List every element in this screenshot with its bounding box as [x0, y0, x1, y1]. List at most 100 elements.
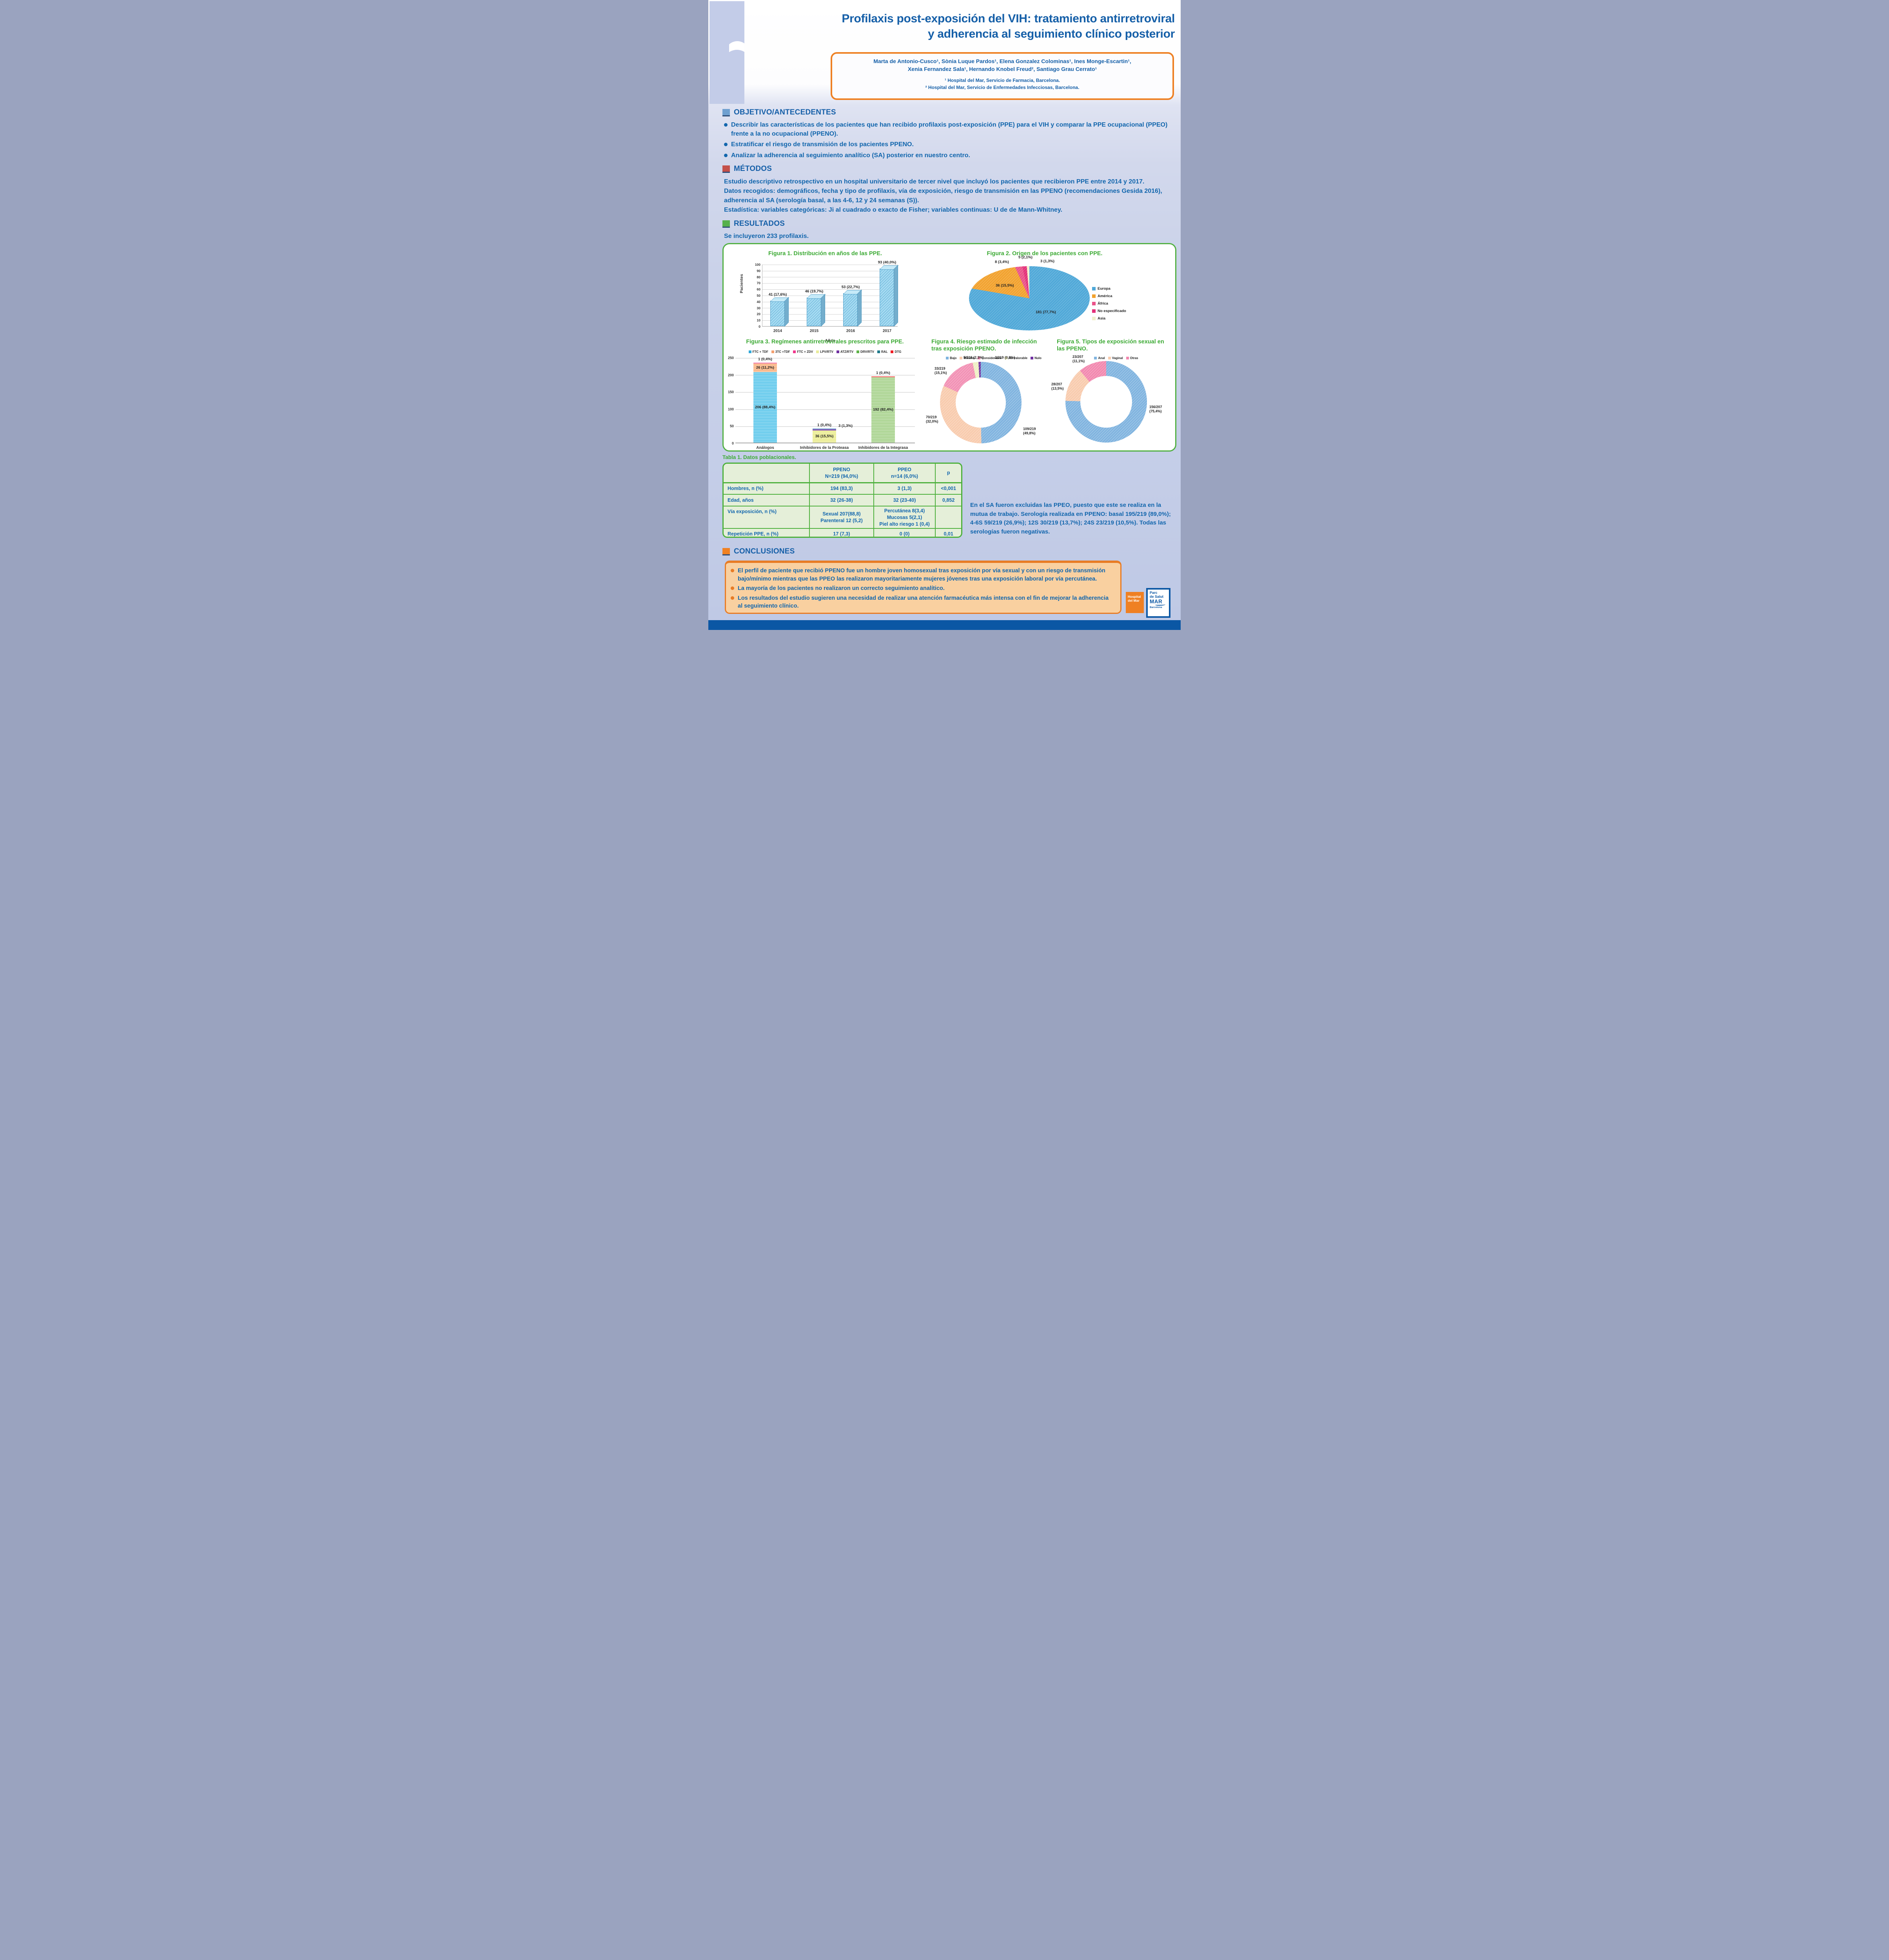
fig1-bar-label: 53 (22,7%) [841, 285, 860, 290]
fig3-ytick: 250 [728, 356, 734, 360]
bullet-dot [731, 586, 734, 590]
fig1-ytick: 100 [755, 263, 760, 267]
legend-swatch [1092, 302, 1096, 305]
fig1-plot: 41 (17,6%) 46 (19,7%) 53 (22,7%) 93 (40,… [762, 260, 898, 343]
sa-note: En el SA fueron excluidas las PPEO, pues… [970, 502, 1171, 535]
bullet-dot [724, 143, 728, 147]
bullet-item: La mayoría de los pacientes no realizaro… [731, 584, 1114, 593]
cell-p: 0,852 [935, 495, 961, 506]
fig2-title: Figura 2. Origen de los pacientes con PP… [987, 250, 1103, 257]
bullet-text: Estratificar el riesgo de transmisión de… [731, 141, 914, 148]
affiliation-2: ² Hospital del Mar, Servicio de Enfermed… [925, 84, 1080, 90]
fig3-plot: 206 (88,4%) 26 (11,2%) 1 (0,4%) 36 (15,5… [735, 357, 915, 450]
poster-root: Profilaxis post-exposición del VIH: trat… [708, 0, 1181, 630]
section-heading-conclusiones: CONCLUSIONES [722, 547, 795, 556]
legend-swatch [1094, 357, 1097, 359]
bullet-item: Estratificar el riesgo de transmisión de… [724, 140, 1171, 149]
section-marker-conclusiones [722, 548, 730, 555]
footer-bar [708, 620, 1181, 630]
legend-swatch [836, 350, 839, 353]
fig4-title-line2: tras exposición PPENO. [931, 346, 996, 352]
table-header-p: p [935, 464, 961, 482]
table-header-blank [724, 472, 809, 474]
legend-swatch [891, 350, 894, 353]
fig5-title-line1: Figura 5. Tipos de exposición sexual en [1057, 339, 1164, 345]
legend-item: América [1092, 294, 1126, 298]
fig5-label-otras: 23/207 (11,1%) [1072, 355, 1085, 363]
legend-item: Asia [1092, 316, 1126, 321]
segment-label: 26 (11,2%) [756, 365, 774, 370]
fig5-donut-chart: Figura 5. Tipos de exposición sexual en … [1051, 338, 1178, 452]
fig1-bar-2016: 53 (22,7%) [842, 285, 860, 326]
fig1-bar-chart: Figura 1. Distribución en años de las PP… [739, 248, 909, 345]
fig3-xtick: Análogos [756, 446, 774, 450]
legend-item: ATZ/RTV [836, 350, 853, 354]
fig1-xtick: 2015 [809, 329, 819, 333]
fig2-label-africa: 8 (3,4%) [995, 260, 1009, 264]
segment-label: 192 (82,4%) [873, 407, 893, 412]
fig1-ytick: 10 [757, 318, 760, 323]
cell-ppeno: 32 (26-38) [809, 495, 873, 506]
table-header-row: PPENO N=219 (94,0%) PPEO n=14 (6,0%) p [724, 464, 961, 482]
section-title-conclusiones: CONCLUSIONES [734, 547, 795, 555]
fig2-label-america: 36 (15,5%) [996, 283, 1014, 288]
table-row: Hombres, n (%) 194 (83,3) 3 (1,3) <0,001 [724, 482, 961, 494]
fig5-title-line2: las PPENO. [1057, 346, 1088, 352]
fig3-segment-3tc-tdf: 26 (11,2%) [753, 363, 777, 372]
conclusions-box: El perfil de paciente que recibió PPENO … [725, 561, 1121, 614]
fig4-legend: Bajo Mínimo Considerable No valorable Nu… [929, 356, 1058, 360]
legend-label: Nulo [1034, 356, 1042, 360]
legend-item: Otras [1126, 356, 1138, 360]
legend-item: FTC + TDF [748, 350, 768, 354]
bullet-item: Analizar la adherencia al seguimiento an… [724, 151, 1171, 160]
legend-label: RAL [881, 350, 888, 354]
fig1-xtick: 2016 [846, 329, 855, 333]
fig3-bar-integrasa: 192 (82,4%) 1 (0,4%) [871, 370, 895, 443]
fig4-label-nulo: 2/219 (0,9%) [995, 356, 1015, 359]
legend-label: DRV/RTV [860, 350, 875, 354]
cell-p: 0,01 [935, 529, 961, 537]
table-row: Vía exposición, n (%) Sexual 207(88,8) P… [724, 506, 961, 529]
fig4-donut [940, 362, 1022, 443]
bullet-dot [724, 123, 728, 127]
legend-label: 3TC +TDF [775, 350, 790, 354]
fig1-ytick: 20 [757, 312, 760, 316]
legend-item: Considerable [978, 356, 1002, 360]
legend-swatch [748, 350, 751, 353]
fig1-y-axis-label: Pacientes [739, 274, 744, 293]
table-row: Repetición PPE, n (%) 17 (7,3) 0 (0) 0,0… [724, 528, 961, 537]
legend-item: Vaginal [1108, 356, 1123, 360]
legend-swatch [771, 350, 774, 353]
row-label: Hombres, n (%) [728, 486, 764, 492]
legend-label: DTG [895, 350, 902, 354]
segment-label: 36 (15,5%) [815, 434, 834, 439]
fig1-ytick: 60 [757, 287, 760, 292]
legend-item: DRV/RTV [856, 350, 874, 354]
legend-label: FTC + ZDV [797, 350, 813, 354]
fig3-ytick: 50 [729, 424, 734, 428]
corner-logo-panel [710, 1, 744, 104]
legend-item: No especificado [1092, 309, 1126, 313]
fig3-segment-ftc-tdf: 206 (88,4%) [753, 372, 777, 443]
fig4-label-considerable: 33/219 (15,1%) [935, 367, 947, 375]
fig4-donut-chart: Figura 4. Riesgo estimado de infección t… [926, 338, 1058, 452]
row-label: Repetición PPE, n (%) [728, 531, 778, 537]
fig3-segment-ral: 192 (82,4%) [871, 377, 895, 443]
legend-swatch [856, 350, 860, 353]
fig1-bar-label: 41 (17,6%) [768, 292, 787, 297]
donut-hole [1080, 376, 1132, 428]
cell-ppeno: 194 (83,3) [809, 483, 873, 494]
table-title: Tabla 1. Datos poblacionales. [722, 454, 797, 460]
legend-swatch [1092, 317, 1096, 320]
authors-line2: Xenia Fernandez Sala¹, Hernando Knobel F… [907, 66, 1097, 73]
legend-label: No especificado [1098, 309, 1126, 313]
legend-item: África [1092, 301, 1126, 306]
legend-swatch [1126, 357, 1129, 359]
metodos-paragraph: Datos recogidos: demográficos, fecha y t… [724, 188, 1162, 204]
legend-swatch [1108, 357, 1111, 359]
legend-swatch [1031, 357, 1034, 359]
fig1-ytick: 80 [757, 275, 760, 279]
fig1-bar-2015: 46 (19,7%) [805, 289, 823, 326]
fig5-label-vaginal: 28/207 (13,5%) [1051, 382, 1064, 391]
legend-item: No valorable [1005, 356, 1027, 360]
